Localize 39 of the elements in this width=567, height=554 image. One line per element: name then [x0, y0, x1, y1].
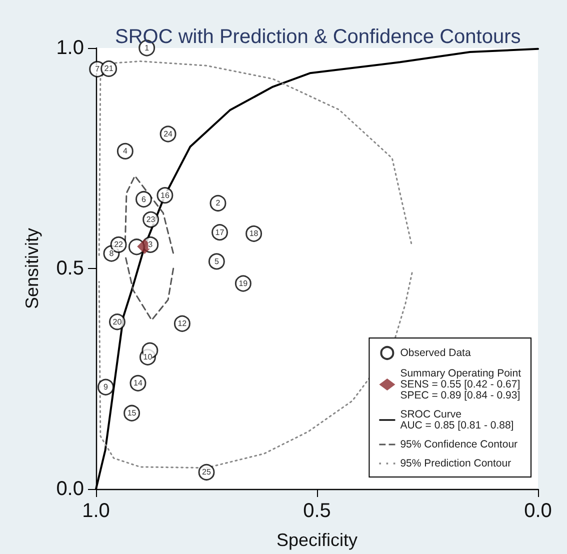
- legend-label: SROC Curve AUC = 0.85 [0.81 - 0.88]: [400, 408, 514, 432]
- y-tick-label: 0.0: [56, 478, 84, 500]
- y-tick-label: 0.5: [56, 258, 84, 280]
- annotation: 23: [146, 215, 156, 224]
- annotation: 4: [122, 146, 128, 156]
- annotation: 8: [109, 249, 114, 258]
- annotation: 5: [214, 256, 220, 266]
- annotation: 25: [202, 468, 212, 477]
- x-tick-label: 0.5: [303, 500, 331, 522]
- annotation: 15: [127, 408, 137, 418]
- annotation: 14: [134, 378, 143, 388]
- x-tick-label: 0.0: [524, 500, 552, 522]
- annotation: 17: [215, 228, 225, 237]
- annotation: 21: [104, 64, 114, 74]
- annotation: 9: [103, 382, 108, 392]
- y-axis-title: Sensitivity: [22, 228, 42, 310]
- annotation: 18: [249, 229, 259, 238]
- legend-label: Summary Operating Point SENS = 0.55 [0.42 - 0.67] SPEC = 0.89 [0.84 - 0.93]: [400, 368, 522, 402]
- annotation: 3: [148, 240, 154, 250]
- point: [210, 194, 226, 212]
- line-series: [124, 254, 174, 321]
- annotation: 20: [112, 317, 122, 326]
- annotation: 22: [114, 240, 124, 250]
- annotation: 2: [216, 198, 221, 208]
- line-series: [98, 60, 413, 256]
- annotation: 10: [143, 352, 153, 362]
- annotation: 19: [238, 278, 248, 288]
- legend-label: 95% Confidence Contour: [400, 438, 518, 450]
- annotation: 1: [144, 44, 150, 52]
- annotation: 12: [178, 319, 188, 328]
- annotation: 6: [142, 194, 147, 204]
- x-tick-label: 1.0: [82, 500, 110, 522]
- annotation: 7: [95, 64, 100, 74]
- legend-label: 95% Prediction Contour: [400, 458, 512, 470]
- annotation: 16: [160, 190, 170, 200]
- annotation: 24: [164, 129, 174, 138]
- x-axis-title: Specificity: [276, 530, 358, 550]
- legend-label: Observed Data: [400, 347, 471, 359]
- y-tick-label: 1.0: [56, 37, 84, 59]
